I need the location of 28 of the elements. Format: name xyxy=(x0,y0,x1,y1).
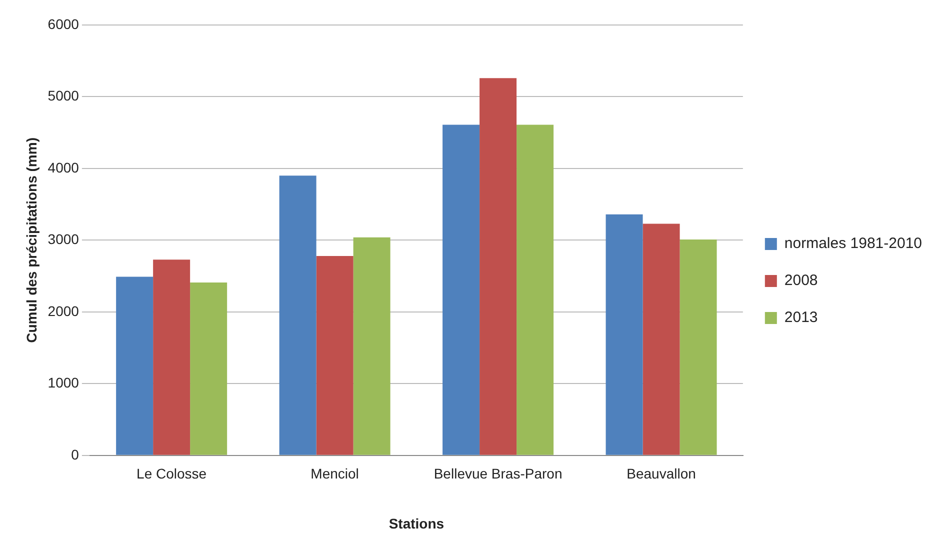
y-tick-label: 6000 xyxy=(48,16,80,32)
bar xyxy=(153,260,190,455)
legend-label: 2008 xyxy=(784,272,818,290)
x-tick-label: Bellevue Bras-Paron xyxy=(434,466,562,482)
bar xyxy=(279,176,316,455)
y-tick-label: 2000 xyxy=(48,302,80,319)
bar xyxy=(190,282,228,455)
bar xyxy=(606,214,643,455)
y-tick-label: 4000 xyxy=(48,159,80,176)
bar xyxy=(442,124,480,455)
legend-label: normales 1981-2010 xyxy=(784,235,922,252)
x-axis-title: Stations xyxy=(388,515,444,532)
bar xyxy=(642,224,680,455)
y-tick-label: 3000 xyxy=(48,231,80,248)
bar xyxy=(680,239,717,455)
x-tick-label: Menciol xyxy=(310,466,359,482)
y-tick-label: 1000 xyxy=(48,374,80,391)
legend-label: 2013 xyxy=(784,309,818,326)
y-axis-title: Cumul des précipitations (mm) xyxy=(23,138,40,343)
bar xyxy=(353,237,390,455)
y-tick-label: 0 xyxy=(71,446,80,462)
bar xyxy=(316,256,354,455)
bar xyxy=(116,276,154,455)
x-tick-label: Le Colosse xyxy=(136,466,207,482)
bar xyxy=(516,124,554,455)
bar xyxy=(480,78,517,455)
y-tick-label: 5000 xyxy=(48,88,80,104)
x-tick-label: Beauvallon xyxy=(626,466,696,482)
